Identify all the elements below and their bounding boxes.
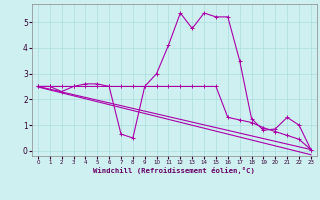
X-axis label: Windchill (Refroidissement éolien,°C): Windchill (Refroidissement éolien,°C) (93, 167, 255, 174)
